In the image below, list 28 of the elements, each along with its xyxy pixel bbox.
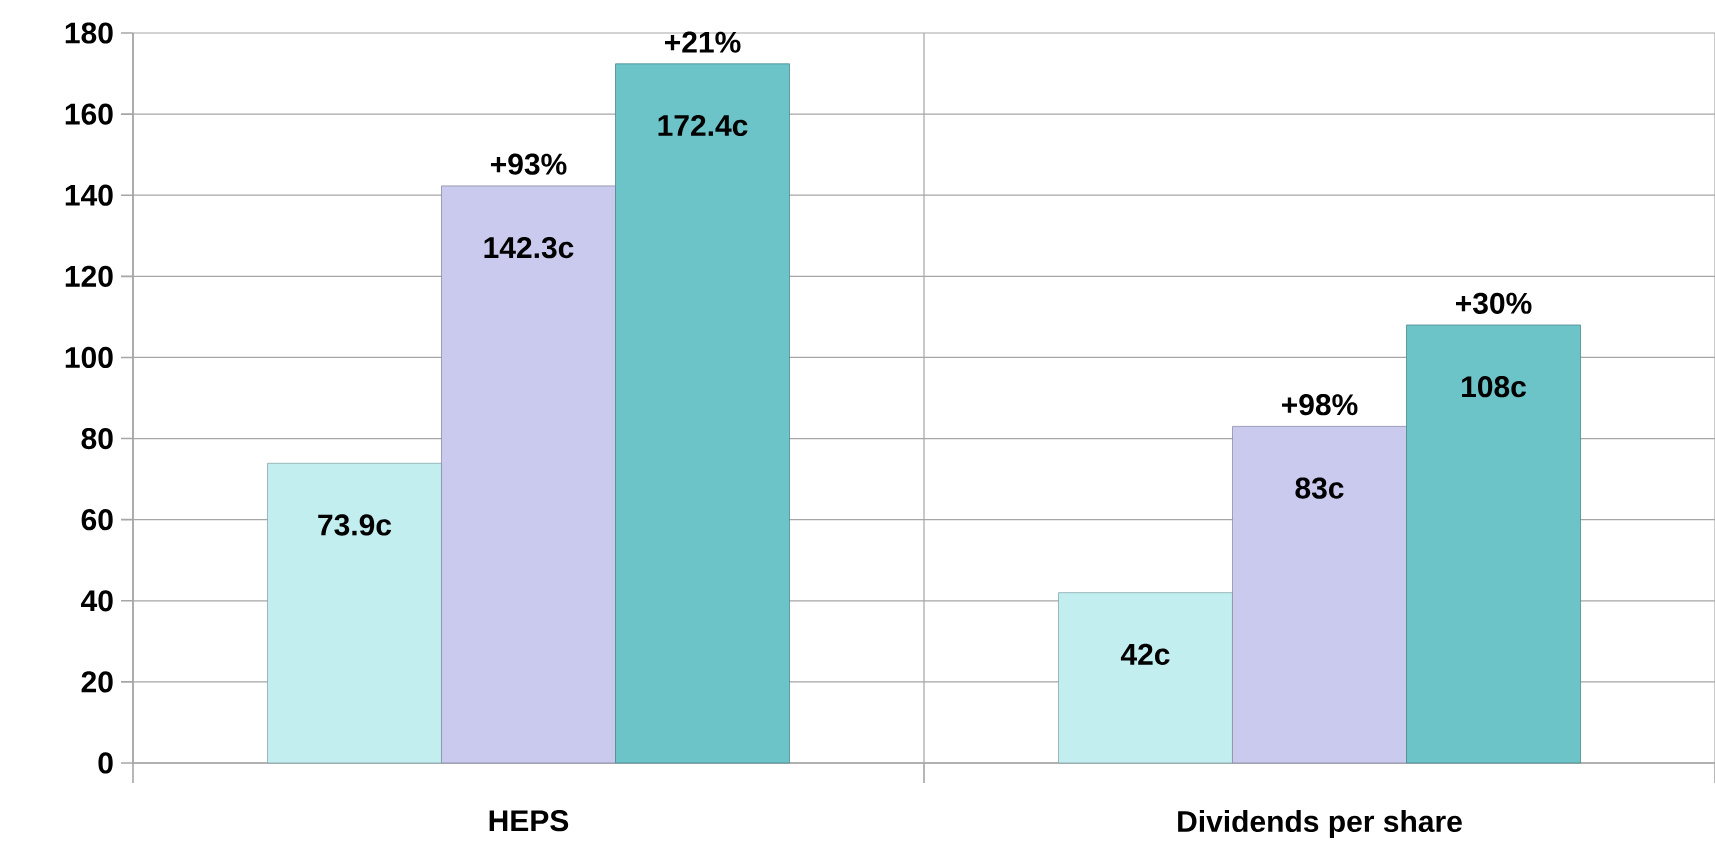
x-tick-label: HEPS bbox=[489, 810, 569, 832]
x-tick-label: Dividends per share bbox=[1178, 810, 1462, 839]
bar bbox=[267, 462, 442, 764]
data-label: 73.9c bbox=[318, 514, 392, 536]
bar bbox=[441, 185, 616, 764]
y-tick-label: 20 bbox=[81, 671, 113, 693]
y-tick-label: 80 bbox=[81, 427, 113, 450]
y-tick-label: 100 bbox=[65, 346, 113, 369]
y-tick-label: 180 bbox=[65, 22, 113, 44]
data-label: 142.3c bbox=[484, 236, 574, 259]
y-tick-label: 0 bbox=[98, 752, 113, 774]
data-label: 83c bbox=[1295, 477, 1344, 499]
y-tick-label: 40 bbox=[81, 590, 113, 612]
bar bbox=[1406, 324, 1581, 764]
y-tick-label: 60 bbox=[81, 509, 113, 531]
annotation: +30% bbox=[1455, 292, 1532, 314]
y-tick-label: 160 bbox=[65, 103, 113, 125]
data-label: 42c bbox=[1120, 643, 1170, 665]
y-tick-label: 120 bbox=[65, 265, 113, 287]
annotation: +21% bbox=[664, 31, 741, 53]
y-tick-label: 140 bbox=[65, 184, 113, 206]
bar bbox=[1058, 592, 1233, 764]
data-label: 108c bbox=[1462, 376, 1526, 398]
bar bbox=[615, 63, 790, 764]
annotation: +93% bbox=[490, 153, 567, 175]
data-label: 172.4c bbox=[658, 114, 748, 137]
annotation: +98% bbox=[1281, 394, 1358, 416]
bar bbox=[1232, 425, 1407, 764]
